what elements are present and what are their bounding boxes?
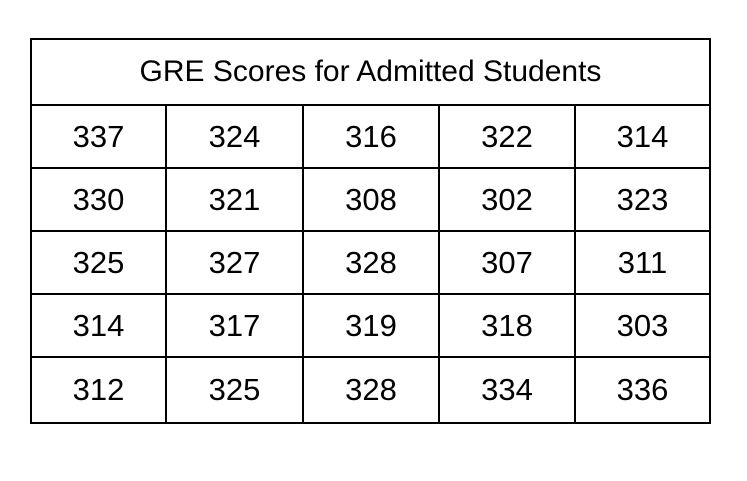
table-cell: 319 — [304, 295, 440, 358]
table-cell: 311 — [576, 232, 709, 295]
scores-table: GRE Scores for Admitted Students 337 324… — [30, 38, 711, 424]
table-cell: 337 — [32, 106, 167, 169]
table-cell: 322 — [440, 106, 576, 169]
table-cell: 314 — [32, 295, 167, 358]
table-cell: 303 — [576, 295, 709, 358]
table-title: GRE Scores for Admitted Students — [32, 40, 709, 106]
table-cell: 328 — [304, 358, 440, 422]
table-cell: 336 — [616, 372, 669, 407]
table-cell: 323 — [576, 169, 709, 232]
table-cell: 325 — [167, 358, 304, 422]
table-cell: 328 — [304, 232, 440, 295]
table-cell: 317 — [167, 295, 304, 358]
table-cell: 307 — [440, 232, 576, 295]
table-cell: 325 — [32, 232, 167, 295]
table-cell: 327 — [167, 232, 304, 295]
table-cell: 314 — [576, 106, 709, 169]
table-cell: 302 — [440, 169, 576, 232]
table-cell: 324 — [167, 106, 304, 169]
table-cell: 312 — [32, 358, 167, 422]
table-cell: 330 — [32, 169, 167, 232]
table-cell: 316 — [304, 106, 440, 169]
table-cell: 334 — [440, 358, 576, 422]
table-cell: 321 — [167, 169, 304, 232]
scores-grid: 337 324 316 322 314 330 321 308 302 323 … — [32, 106, 709, 422]
table-cell: 318 — [440, 295, 576, 358]
table-cell: 308 — [304, 169, 440, 232]
